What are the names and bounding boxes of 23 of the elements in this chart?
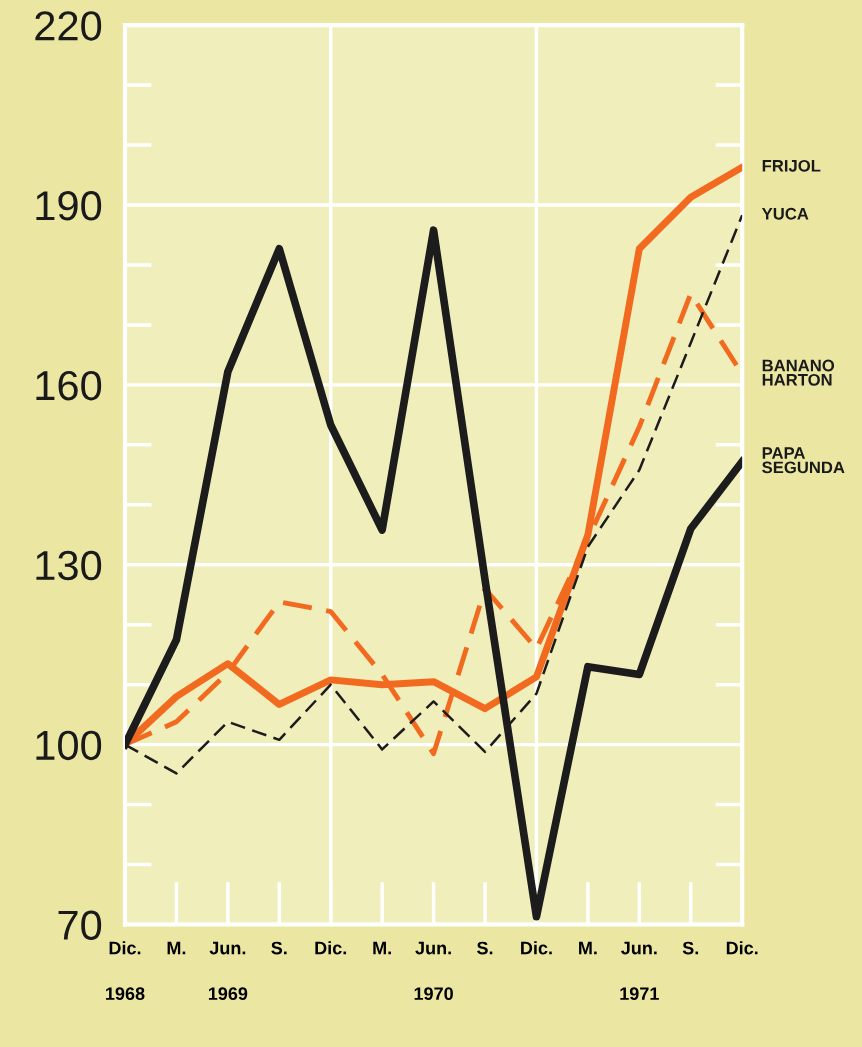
- x-tick-label: S.: [271, 941, 287, 955]
- series-label: PAPA SEGUNDA: [762, 447, 845, 474]
- series-label: FRIJOL: [762, 159, 821, 172]
- x-tick-label: Dic.: [726, 941, 758, 955]
- y-tick-label: 220: [35, 11, 102, 41]
- y-tick-label: 130: [36, 550, 102, 581]
- x-tick-label: M.: [167, 941, 186, 955]
- x-tick-label: Dic.: [315, 941, 347, 955]
- y-tick-label: 190: [36, 191, 102, 221]
- series-label: BANANO HARTON: [762, 359, 835, 386]
- category-label: Jun. 1971: [620, 941, 659, 1001]
- category-label: Jun. 1969: [208, 941, 248, 1001]
- x-tick-label: M.: [373, 941, 391, 955]
- x-tick-label: Dic.: [521, 941, 552, 955]
- y-tick-label: 70: [58, 910, 102, 941]
- y-tick-label: 160: [36, 370, 102, 401]
- category-label: Jun. 1970: [414, 941, 453, 1001]
- y-tick-label: 100: [36, 730, 102, 761]
- x-tick-label: S.: [682, 941, 699, 955]
- series-label: YUCA: [761, 207, 809, 220]
- category-label: Dic. 1968: [106, 941, 145, 1001]
- x-tick-label: M.: [579, 941, 597, 955]
- x-tick-label: S.: [477, 941, 493, 955]
